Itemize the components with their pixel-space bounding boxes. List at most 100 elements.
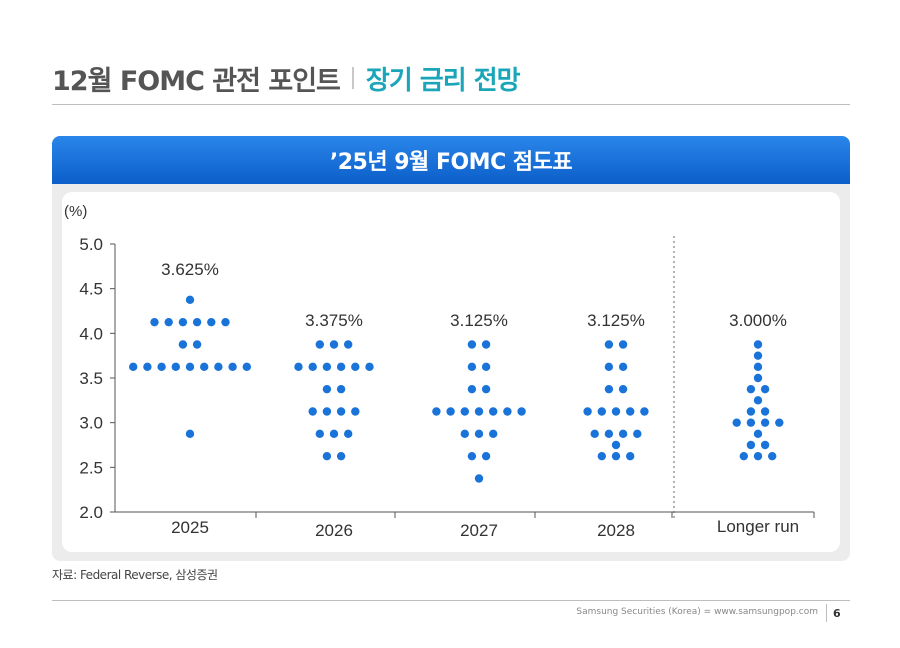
- dot-longer-run: [746, 407, 756, 416]
- dot-longer-run: [746, 440, 756, 450]
- page-title: 12월 FOMC 관전 포인트: [52, 65, 341, 97]
- dot-2027: [474, 429, 484, 439]
- title-divider: [351, 67, 354, 89]
- dot-longer-run: [746, 418, 756, 427]
- dot-2025: [185, 362, 195, 372]
- x-category-label: 2025: [171, 518, 209, 537]
- dot-2025: [178, 317, 188, 327]
- dot-2025: [171, 362, 180, 372]
- median-rate-label: 3.625%: [161, 260, 219, 279]
- dot-2028: [611, 451, 621, 461]
- median-rate-label: 3.375%: [305, 311, 363, 330]
- dot-2026: [336, 384, 346, 394]
- dot-2028: [583, 407, 592, 416]
- dot-2028: [604, 340, 614, 349]
- dot-2025: [200, 362, 209, 372]
- dot-2028: [604, 362, 614, 372]
- dot-2027: [460, 407, 469, 416]
- dot-2028: [626, 407, 635, 416]
- y-tick-label: 4.5: [79, 280, 103, 299]
- dot-2028: [611, 407, 621, 416]
- x-category-label: Longer run: [717, 517, 799, 536]
- dot-2028: [618, 429, 628, 439]
- chart-title: ’25년 9월 FOMC 점도표: [329, 150, 573, 175]
- dot-2026: [308, 362, 317, 372]
- dot-longer-run: [760, 418, 770, 427]
- footer-divider: [826, 604, 827, 622]
- dot-2027: [432, 407, 441, 416]
- dot-2027: [489, 429, 498, 439]
- dot-2027: [481, 451, 491, 461]
- header-rule: [52, 104, 850, 105]
- dot-2026: [344, 340, 353, 349]
- dot-2025: [214, 362, 223, 372]
- dot-2026: [351, 407, 360, 416]
- dot-2025: [164, 317, 173, 327]
- dot-2027: [467, 451, 477, 461]
- dot-2026: [336, 362, 346, 372]
- page-subtitle: 장기 금리 전망: [365, 65, 521, 96]
- dot-2026: [322, 362, 332, 372]
- dot-2026: [351, 362, 360, 372]
- dot-2027: [474, 407, 484, 416]
- y-tick-label: 3.5: [79, 369, 103, 388]
- dot-2026: [322, 407, 332, 416]
- footer-rule: [52, 600, 850, 601]
- dot-longer-run: [760, 384, 770, 394]
- dot-2028: [618, 340, 628, 349]
- dot-2026: [329, 429, 339, 439]
- dot-longer-run: [739, 451, 748, 461]
- dot-2027: [467, 340, 477, 349]
- dot-2026: [322, 384, 332, 394]
- dot-longer-run: [753, 396, 763, 405]
- page-number: 6: [833, 607, 841, 620]
- dot-2026: [329, 340, 339, 349]
- dot-2025: [192, 317, 202, 327]
- dot-2028: [633, 429, 642, 439]
- dot-2028: [611, 440, 621, 450]
- median-rate-label: 3.000%: [729, 311, 787, 330]
- page-header: 12월 FOMC 관전 포인트 장기 금리 전망: [52, 56, 521, 100]
- dot-plot-chart: (%) 5.0 4.5 4.0 3.5 3.0 2.5 2.0 2025 2026 2027 2028…: [64, 203, 815, 540]
- dot-2028: [597, 451, 606, 461]
- dot-2027: [503, 407, 512, 416]
- dot-2026: [294, 362, 303, 372]
- dot-2025: [192, 340, 202, 349]
- dot-2028: [597, 407, 606, 416]
- dot-2025: [150, 317, 159, 327]
- dot-2028: [604, 384, 614, 394]
- dot-longer-run: [753, 373, 763, 383]
- dot-longer-run: [753, 340, 763, 349]
- source-note: 자료: Federal Reverse, 삼성증권: [52, 568, 218, 582]
- dot-longer-run: [768, 451, 777, 461]
- dot-longer-run: [760, 407, 770, 416]
- chart-banner: ’25년 9월 FOMC 점도표: [52, 136, 850, 184]
- x-category-label: 2028: [597, 521, 635, 540]
- dot-2028: [604, 429, 614, 439]
- dot-2026: [308, 407, 317, 416]
- y-tick-label: 3.0: [79, 414, 103, 433]
- dot-2025: [228, 362, 237, 372]
- dot-2027: [481, 362, 491, 372]
- x-category-label: 2026: [315, 521, 353, 540]
- y-axis-unit: (%): [64, 203, 87, 220]
- dot-2027: [467, 362, 477, 372]
- dot-2027: [467, 384, 477, 394]
- dot-longer-run: [760, 440, 770, 450]
- dot-2026: [365, 362, 374, 372]
- dot-2025: [143, 362, 152, 372]
- dot-2026: [336, 407, 346, 416]
- dot-2027: [446, 407, 455, 416]
- chart-panel: ’25년 9월 FOMC 점도표 (%) 5.0 4.5 4.0 3.5 3.0 2.5 2.…: [52, 136, 850, 561]
- footer-credit: Samsung Securities (Korea) = www.samsung…: [576, 607, 818, 617]
- dot-2025: [157, 362, 166, 372]
- dot-2027: [489, 407, 498, 416]
- dot-2026: [315, 429, 324, 439]
- dot-2025: [242, 362, 251, 372]
- y-tick-label: 2.5: [79, 458, 103, 477]
- dot-2026: [322, 451, 332, 461]
- dot-2025: [221, 317, 230, 327]
- dot-2028: [618, 384, 628, 394]
- dot-longer-run: [732, 418, 741, 427]
- dot-longer-run: [753, 362, 763, 372]
